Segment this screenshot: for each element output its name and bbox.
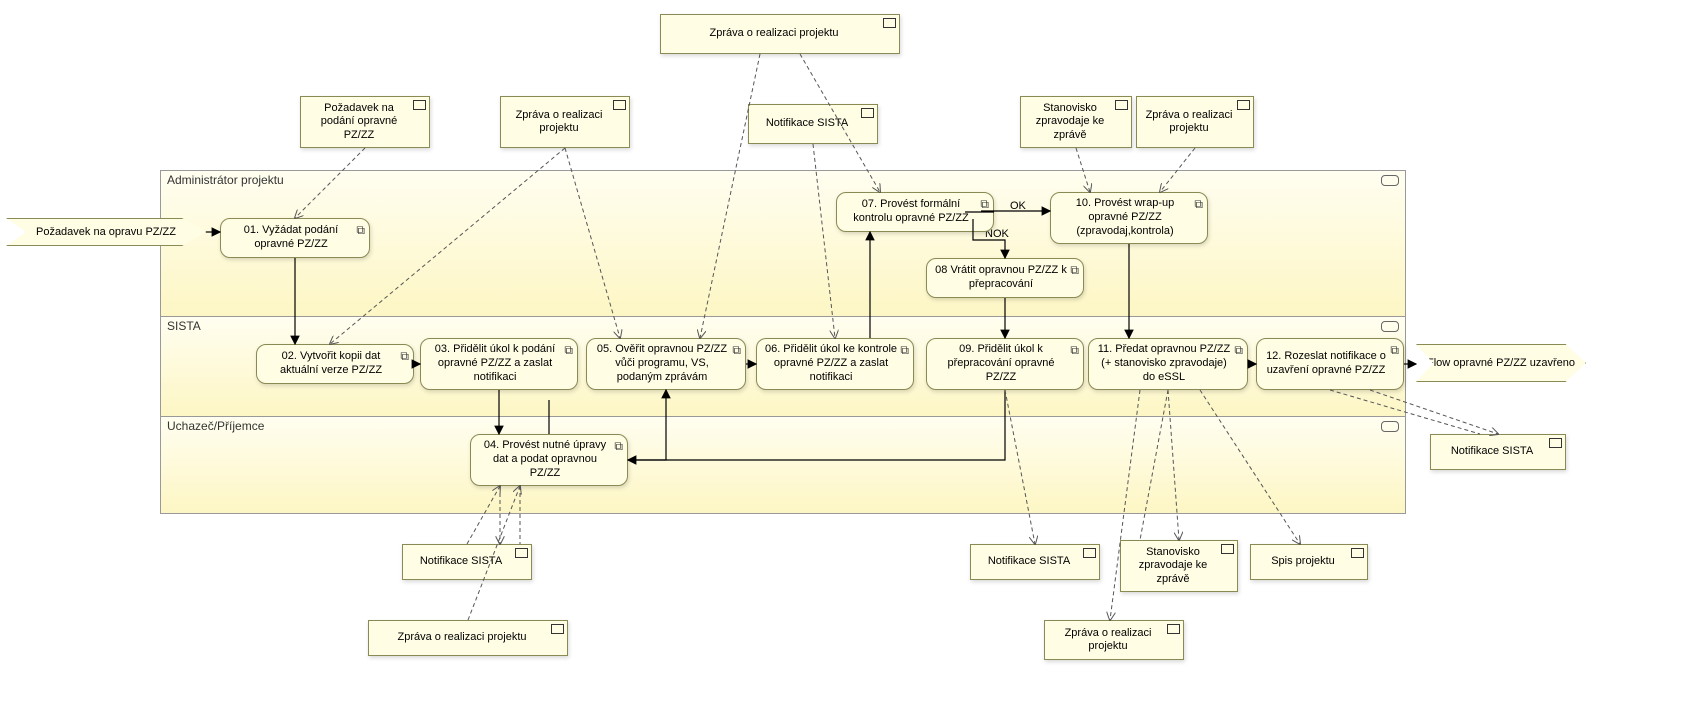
artifact-icon	[613, 100, 626, 110]
activity-10-label: 10. Provést wrap-up opravné PZ/ZZ (zprav…	[1057, 197, 1193, 238]
artifact-label: Zpráva o realizaci projektu	[1143, 109, 1235, 135]
artifact-icon	[861, 108, 874, 118]
edge-label-ok: OK	[1010, 200, 1026, 212]
lane-sista-label: SISTA	[167, 319, 201, 333]
artifact-icon	[551, 624, 564, 634]
end-event: Flow opravné PZ/ZZ uzavřeno	[1416, 344, 1586, 382]
activity-05: ⧉ 05. Ověřit opravnou PZ/ZZ vůči program…	[586, 338, 746, 390]
activity-01: ⧉ 01. Vyžádat podání opravné PZ/ZZ	[220, 218, 370, 258]
artifact-b2: Zpráva o realizaci projektu	[368, 620, 568, 656]
activity-04: ⧉ 04. Provést nutné úpravy dat a podat o…	[470, 434, 628, 486]
artifact-label: Stanovisko zpravodaje ke zprávě	[1027, 102, 1113, 142]
activity-06-label: 06. Přidělit úkol ke kontrole opravné PZ…	[763, 343, 899, 384]
link-icon: ⧉	[1390, 343, 1399, 358]
artifact-icon	[883, 18, 896, 28]
activity-12: ⧉ 12. Rozeslat notifikace o uzavření opr…	[1256, 338, 1404, 390]
artifact-icon	[1167, 624, 1180, 634]
artifact-b3: Notifikace SISTA	[970, 544, 1100, 580]
activity-09: ⧉ 09. Přidělit úkol k přepracování oprav…	[926, 338, 1084, 390]
link-icon: ⧉	[900, 343, 909, 358]
end-label: Flow opravné PZ/ZZ uzavřeno	[1427, 357, 1575, 369]
artifact-icon	[1237, 100, 1250, 110]
activity-08-label: 08 Vrátit opravnou PZ/ZZ k přepracování	[933, 264, 1069, 292]
link-icon: ⧉	[356, 223, 365, 238]
artifact-icon	[1549, 438, 1562, 448]
activity-02-label: 02. Vytvořit kopii dat aktuální verze PZ…	[263, 350, 399, 378]
artifact-icon	[1221, 544, 1234, 554]
artifact-icon	[515, 548, 528, 558]
activity-12-label: 12. Rozeslat notifikace o uzavření oprav…	[1263, 350, 1389, 378]
activity-11-label: 11. Předat opravnou PZ/ZZ (+ stanovisko …	[1095, 343, 1233, 384]
start-event: Požadavek na opravu PZ/ZZ	[6, 218, 206, 246]
artifact-label: Notifikace SISTA	[420, 555, 502, 568]
link-icon: ⧉	[1070, 343, 1079, 358]
lane-admin-label: Administrátor projektu	[167, 173, 284, 187]
start-label: Požadavek na opravu PZ/ZZ	[36, 226, 176, 238]
link-icon: ⧉	[980, 197, 989, 212]
activity-02: ⧉ 02. Vytvořit kopii dat aktuální verze …	[256, 344, 414, 384]
artifact-top-big: Zpráva o realizaci projektu	[660, 14, 900, 54]
artifact-label: Požadavek na podání opravné PZ/ZZ	[307, 102, 411, 142]
artifact-t4: Stanovisko zpravodaje ke zprávě	[1020, 96, 1132, 148]
activity-01-label: 01. Vyžádat podání opravné PZ/ZZ	[227, 224, 355, 252]
activity-07-label: 07. Provést formální kontrolu opravné PZ…	[843, 198, 979, 226]
artifact-t3: Notifikace SISTA	[748, 104, 878, 144]
artifact-icon	[1351, 548, 1364, 558]
artifact-label: Zpráva o realizaci projektu	[709, 27, 838, 40]
activity-05-label: 05. Ověřit opravnou PZ/ZZ vůči programu,…	[593, 343, 731, 384]
lane-decor-icon	[1381, 175, 1399, 186]
artifact-t5: Zpráva o realizaci projektu	[1136, 96, 1254, 148]
artifact-icon	[1083, 548, 1096, 558]
artifact-icon	[413, 100, 426, 110]
activity-07: ⧉ 07. Provést formální kontrolu opravné …	[836, 192, 994, 232]
lane-decor-icon	[1381, 421, 1399, 432]
artifact-label: Notifikace SISTA	[766, 117, 848, 130]
artifact-label: Notifikace SISTA	[988, 555, 1070, 568]
artifact-t2: Zpráva o realizaci projektu	[500, 96, 630, 148]
activity-04-label: 04. Provést nutné úpravy dat a podat opr…	[477, 439, 613, 480]
activity-10: ⧉ 10. Provést wrap-up opravné PZ/ZZ (zpr…	[1050, 192, 1208, 244]
artifact-label: Zpráva o realizaci projektu	[507, 109, 611, 135]
artifact-label: Stanovisko zpravodaje ke zprávě	[1127, 546, 1219, 586]
artifact-label: Zpráva o realizaci projektu	[1051, 627, 1165, 653]
link-icon: ⧉	[1234, 343, 1243, 358]
artifact-b1: Notifikace SISTA	[402, 544, 532, 580]
link-icon: ⧉	[732, 343, 741, 358]
link-icon: ⧉	[1194, 197, 1203, 212]
artifact-t1: Požadavek na podání opravné PZ/ZZ	[300, 96, 430, 148]
lane-uchazec-label: Uchazeč/Příjemce	[167, 419, 264, 433]
activity-11: ⧉ 11. Předat opravnou PZ/ZZ (+ stanovisk…	[1088, 338, 1248, 390]
activity-08: ⧉ 08 Vrátit opravnou PZ/ZZ k přepracován…	[926, 258, 1084, 298]
artifact-label: Zpráva o realizaci projektu	[397, 631, 526, 644]
artifact-b5: Spis projektu	[1250, 544, 1368, 580]
activity-09-label: 09. Přidělit úkol k přepracování opravné…	[933, 343, 1069, 384]
link-icon: ⧉	[564, 343, 573, 358]
artifact-label: Notifikace SISTA	[1451, 445, 1533, 458]
diagram-canvas: Administrátor projektu SISTA Uchazeč/Pří…	[0, 0, 1699, 716]
artifact-b6: Zpráva o realizaci projektu	[1044, 620, 1184, 660]
artifact-icon	[1115, 100, 1128, 110]
artifact-label: Spis projektu	[1271, 555, 1335, 568]
activity-06: ⧉ 06. Přidělit úkol ke kontrole opravné …	[756, 338, 914, 390]
activity-03: ⧉ 03. Přidělit úkol k podání opravné PZ/…	[420, 338, 578, 390]
artifact-r1: Notifikace SISTA	[1430, 434, 1566, 470]
link-icon: ⧉	[614, 439, 623, 454]
lane-uchazec: Uchazeč/Příjemce	[160, 416, 1406, 514]
lane-decor-icon	[1381, 321, 1399, 332]
link-icon: ⧉	[1070, 263, 1079, 278]
artifact-b4: Stanovisko zpravodaje ke zprávě	[1120, 540, 1238, 592]
link-icon: ⧉	[400, 349, 409, 364]
activity-03-label: 03. Přidělit úkol k podání opravné PZ/ZZ…	[427, 343, 563, 384]
